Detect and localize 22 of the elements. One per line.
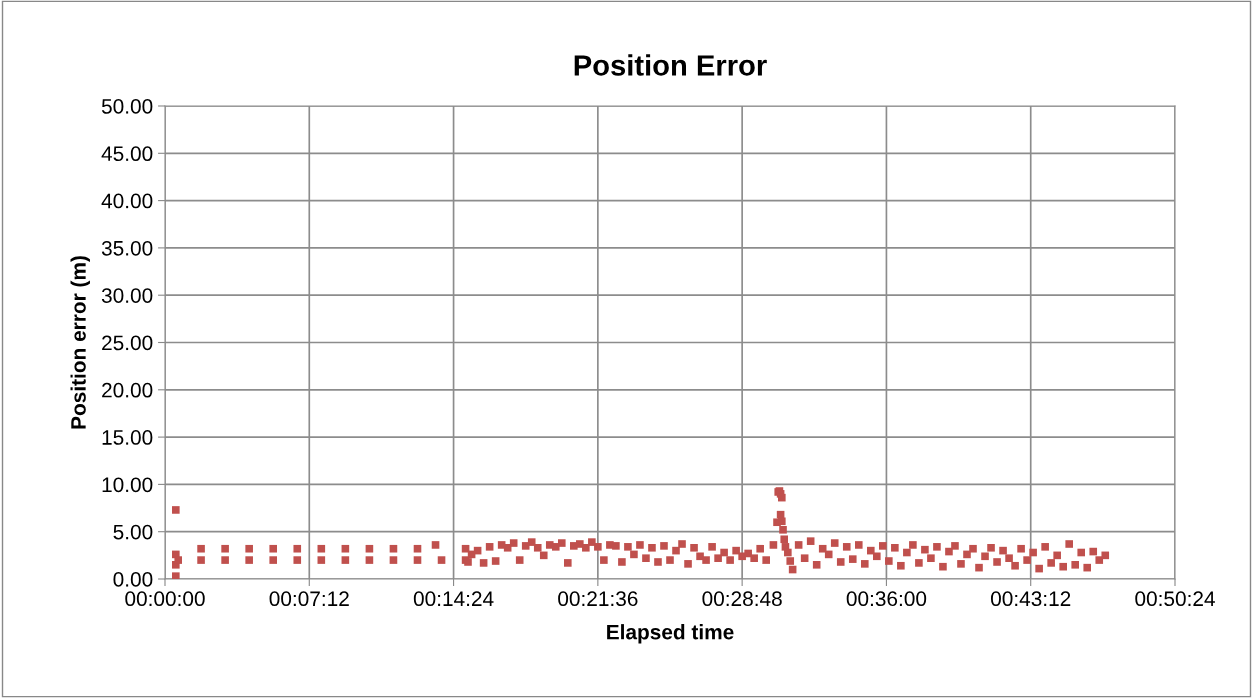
x-tick-label: 00:07:12 [269, 591, 349, 607]
y-tick-label: 50.00 [101, 99, 153, 114]
y-tick-label: 20.00 [102, 382, 153, 398]
y-axis-title: Position error (m) [70, 256, 90, 429]
x-tick-label: 00:14:24 [413, 591, 494, 607]
x-tick-label: 00:50:24 [1135, 591, 1215, 607]
y-tick-label: 5.00 [113, 524, 153, 540]
y-tick-label: 45.00 [101, 146, 153, 162]
x-tick-label: 00:21:36 [558, 591, 638, 607]
chart-title: Position Error [574, 54, 767, 76]
x-tick-label: 00:28:48 [702, 591, 782, 607]
x-tick-label: 00:00:00 [125, 591, 205, 607]
x-axis-title: Elapsed time [607, 624, 734, 644]
x-tick-label: 00:43:12 [990, 591, 1071, 607]
y-tick-label: 10.00 [102, 477, 153, 493]
y-tick-label: 25.00 [102, 335, 153, 351]
y-tick-label: 0.00 [113, 572, 153, 587]
y-tick-label: 40.00 [101, 193, 153, 209]
y-tick-label: 15.00 [102, 430, 153, 445]
y-tick-label: 30.00 [101, 288, 153, 303]
x-tick-label: 00:36:00 [846, 591, 927, 607]
y-tick-label: 35.00 [101, 240, 153, 256]
